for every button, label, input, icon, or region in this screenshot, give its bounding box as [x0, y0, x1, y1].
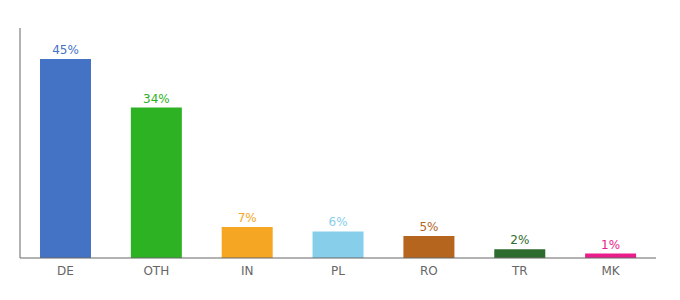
svg-text:2%: 2% — [510, 233, 529, 247]
svg-text:TR: TR — [511, 264, 528, 278]
svg-text:34%: 34% — [143, 92, 170, 106]
svg-text:MK: MK — [601, 264, 620, 278]
svg-text:PL: PL — [331, 264, 345, 278]
svg-text:RO: RO — [420, 264, 438, 278]
svg-text:1%: 1% — [601, 238, 620, 252]
svg-text:IN: IN — [241, 264, 254, 278]
svg-text:OTH: OTH — [143, 264, 169, 278]
svg-text:5%: 5% — [419, 220, 438, 234]
svg-text:6%: 6% — [329, 215, 348, 229]
svg-text:45%: 45% — [52, 43, 79, 57]
svg-text:7%: 7% — [238, 211, 257, 225]
svg-text:DE: DE — [57, 264, 74, 278]
